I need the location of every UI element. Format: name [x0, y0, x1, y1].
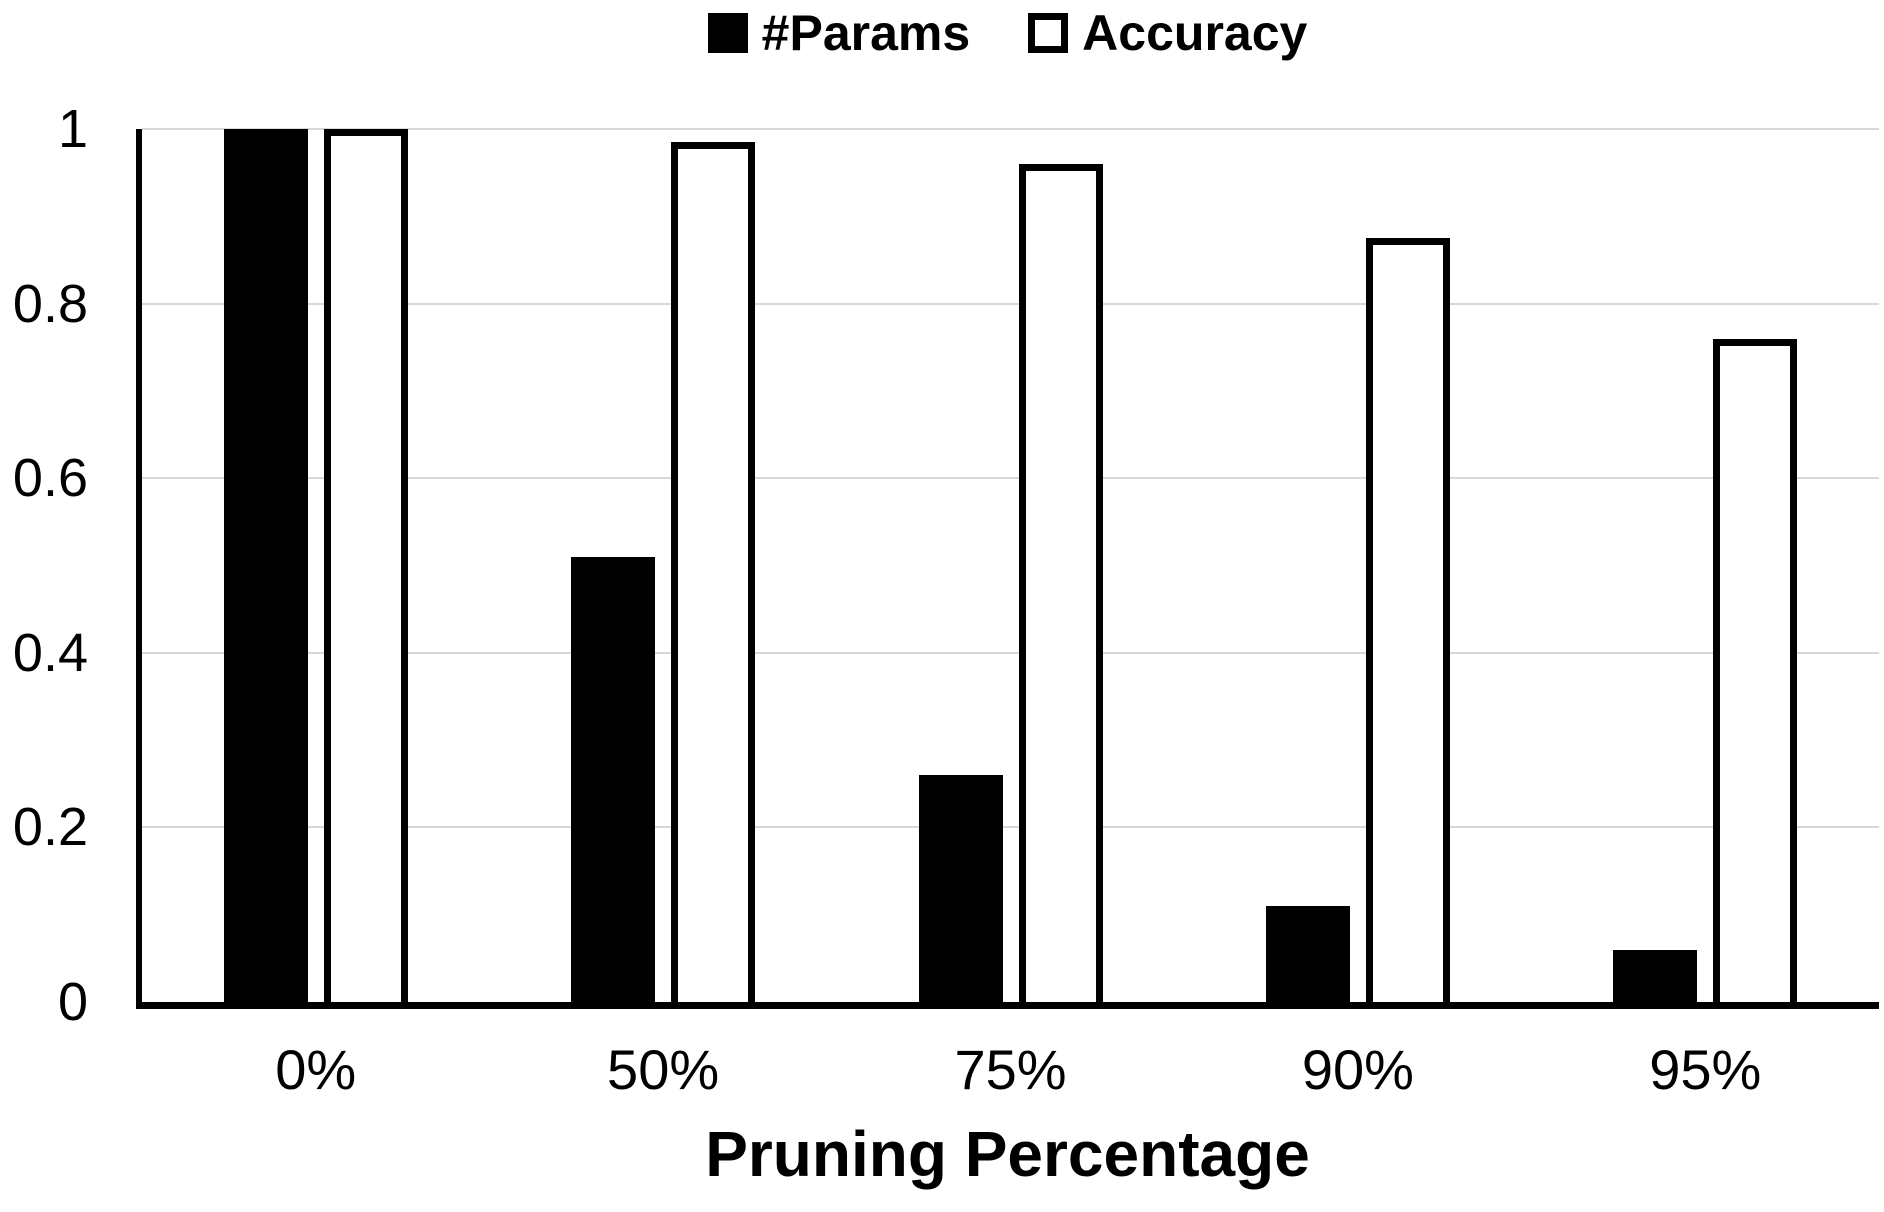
x-tick-label: 0% — [275, 1038, 357, 1101]
x-tick-label: 95% — [1649, 1038, 1762, 1101]
legend-item-accuracy: Accuracy — [1028, 8, 1307, 58]
bar-params-50% — [571, 556, 656, 1002]
bar-accuracy-0% — [323, 129, 408, 1002]
y-tick-label: 0.8 — [12, 273, 88, 334]
gridline — [142, 302, 1879, 305]
bar-accuracy-75% — [1018, 163, 1103, 1002]
legend: #Params Accuracy — [136, 2, 1879, 64]
legend-label-params: #Params — [761, 5, 971, 61]
params-swatch-icon — [707, 13, 748, 53]
y-tick-label: 0.2 — [12, 797, 88, 858]
gridline — [142, 477, 1879, 480]
gridline — [142, 826, 1879, 829]
y-tick-label: 0.6 — [12, 448, 88, 509]
gridline — [142, 128, 1879, 130]
bar-accuracy-90% — [1365, 238, 1450, 1002]
legend-label-accuracy: Accuracy — [1082, 5, 1308, 61]
accuracy-swatch-icon — [1028, 13, 1069, 53]
bar-params-75% — [918, 775, 1003, 1002]
bar-params-0% — [223, 129, 308, 1002]
bar-accuracy-95% — [1713, 338, 1798, 1002]
plot-area — [136, 128, 1879, 1009]
y-tick-label: 1 — [57, 99, 88, 159]
x-tick-label: 50% — [607, 1038, 720, 1101]
legend-item-params: #Params — [707, 5, 971, 61]
bar-accuracy-50% — [671, 142, 756, 1002]
y-tick-label: 0 — [57, 972, 88, 1032]
bar-params-90% — [1265, 905, 1350, 1002]
x-tick-label: 90% — [1301, 1038, 1414, 1101]
bar-params-95% — [1613, 949, 1698, 1002]
y-tick-label: 0.4 — [12, 622, 88, 683]
x-tick-label: 75% — [954, 1038, 1067, 1101]
gridline — [142, 651, 1879, 654]
x-axis-title: Pruning Percentage — [705, 1118, 1310, 1190]
